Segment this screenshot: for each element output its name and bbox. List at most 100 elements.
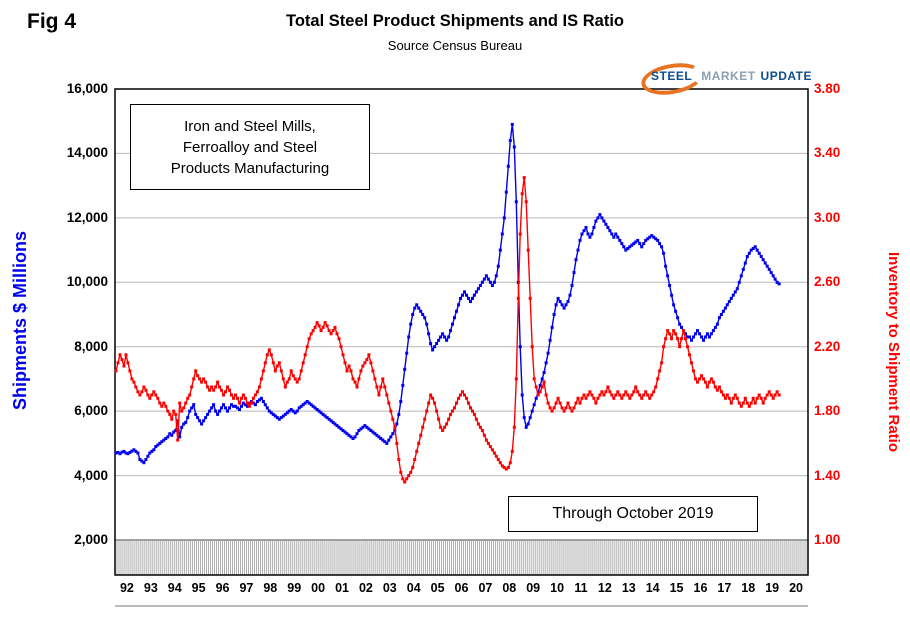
data-marker: [142, 461, 146, 465]
data-marker: [383, 440, 387, 444]
x-axis-year-label: 04: [406, 581, 421, 595]
data-marker: [610, 393, 614, 397]
data-marker: [431, 396, 435, 400]
data-marker: [608, 229, 612, 233]
data-marker: [692, 335, 695, 339]
through-date-text: Through October 2019: [552, 505, 714, 522]
x-axis-year-label: 19: [765, 581, 780, 595]
data-marker: [490, 448, 494, 452]
data-marker: [566, 300, 570, 304]
right-axis-tick: 1.00: [814, 532, 841, 547]
data-marker: [678, 345, 682, 349]
chart-subtitle: Source Census Bureau: [387, 38, 523, 53]
data-marker: [582, 229, 586, 233]
data-marker: [570, 409, 574, 413]
data-marker: [347, 364, 351, 368]
data-marker: [564, 406, 568, 410]
data-marker: [216, 380, 220, 384]
data-marker: [180, 425, 184, 429]
data-marker: [236, 396, 239, 400]
data-marker: [355, 385, 359, 389]
data-marker: [228, 406, 231, 410]
data-marker: [518, 345, 522, 349]
data-marker: [534, 396, 538, 400]
data-marker: [656, 377, 660, 381]
data-marker: [690, 361, 693, 365]
data-marker: [614, 232, 618, 236]
data-marker: [445, 422, 449, 426]
data-marker: [590, 393, 594, 397]
data-marker: [357, 429, 361, 432]
data-marker: [753, 401, 757, 405]
data-marker: [283, 385, 287, 389]
data-marker: [327, 417, 331, 421]
data-marker: [210, 406, 214, 410]
data-marker: [423, 316, 427, 320]
data-marker: [488, 445, 492, 449]
data-marker: [644, 238, 648, 242]
data-marker: [287, 409, 291, 413]
data-marker: [757, 251, 761, 255]
data-marker: [327, 329, 331, 333]
data-marker: [630, 243, 634, 247]
data-marker: [592, 226, 596, 229]
data-marker: [329, 419, 333, 423]
data-marker: [309, 403, 313, 407]
data-marker: [755, 396, 759, 400]
data-marker: [379, 385, 383, 389]
data-marker: [680, 337, 683, 341]
data-marker: [234, 393, 237, 397]
data-marker: [773, 393, 777, 397]
data-marker: [202, 419, 206, 423]
data-marker: [359, 427, 363, 431]
data-marker: [417, 441, 421, 445]
data-marker: [164, 404, 168, 408]
data-marker: [554, 303, 558, 307]
data-marker: [313, 406, 317, 410]
data-marker: [301, 403, 305, 407]
data-marker: [431, 348, 435, 352]
data-marker: [749, 248, 753, 252]
data-marker: [600, 216, 604, 220]
data-marker: [715, 388, 719, 392]
data-marker: [349, 369, 353, 373]
data-marker: [389, 409, 393, 413]
data-marker: [729, 296, 733, 300]
data-marker: [389, 435, 393, 439]
data-marker: [333, 422, 337, 426]
data-marker: [544, 393, 548, 397]
data-marker: [385, 441, 389, 445]
data-marker: [472, 293, 476, 297]
data-marker: [512, 425, 516, 429]
data-marker: [194, 369, 198, 373]
data-marker: [305, 400, 309, 403]
data-marker: [775, 280, 779, 284]
data-marker: [305, 345, 309, 349]
x-axis-year-label: 07: [478, 581, 493, 595]
x-axis-year-label: 16: [693, 581, 708, 595]
data-marker: [164, 437, 168, 440]
data-marker: [739, 274, 743, 278]
data-marker: [488, 280, 492, 284]
x-axis-year-label: 11: [574, 581, 588, 595]
data-marker: [208, 388, 212, 392]
x-axis-year-label: 08: [502, 581, 517, 595]
data-marker: [409, 322, 413, 326]
industry-annotation-line: Iron and Steel Mills,: [184, 117, 316, 135]
data-marker: [423, 417, 427, 421]
right-axis-tick: 3.80: [814, 81, 841, 96]
data-marker: [124, 353, 128, 357]
data-marker: [279, 416, 283, 420]
data-marker: [723, 306, 727, 310]
data-marker: [586, 393, 590, 397]
data-marker: [540, 377, 544, 381]
x-axis-year-label: 92: [119, 581, 134, 595]
data-marker: [214, 409, 218, 413]
data-marker: [443, 425, 447, 429]
data-marker: [478, 284, 482, 287]
data-marker: [447, 417, 451, 421]
data-marker: [375, 385, 379, 389]
data-marker: [733, 393, 737, 397]
data-marker: [403, 367, 407, 371]
